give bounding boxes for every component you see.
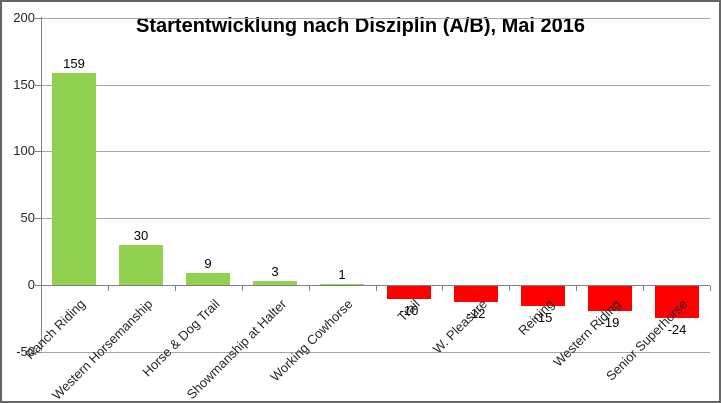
x-axis-tick — [108, 286, 109, 291]
category-label-western-riding: Western Riding — [550, 296, 624, 370]
y-axis-tick — [35, 151, 41, 152]
bar-showmanship-at-halter — [253, 281, 297, 285]
bar-western-horsemanship — [119, 245, 163, 285]
bar-ranch-riding — [52, 73, 96, 285]
bar-reining — [521, 286, 565, 306]
x-axis-tick — [376, 286, 377, 291]
x-axis-tick — [643, 286, 644, 291]
y-axis-tick — [35, 18, 41, 19]
bar-horse-dog-trail — [186, 273, 230, 285]
y-tick-label: 200 — [13, 10, 35, 25]
bar-value-label: -24 — [667, 322, 687, 337]
x-axis-tick — [242, 286, 243, 291]
y-axis-line — [41, 17, 42, 351]
y-tick-label: 100 — [13, 143, 35, 158]
chart-title: Startentwicklung nach Disziplin (A/B), M… — [136, 15, 585, 37]
gridline — [41, 151, 710, 152]
x-axis-tick — [576, 286, 577, 291]
bar-trail — [387, 286, 431, 299]
gridline — [41, 352, 710, 353]
y-tick-label: -50 — [16, 344, 35, 359]
y-axis-tick — [35, 352, 41, 353]
category-label-trail: Trail — [394, 296, 423, 325]
x-axis-line — [41, 285, 710, 286]
bar-working-cowhorse — [320, 284, 364, 285]
bar-value-label: 3 — [271, 264, 279, 279]
bar-value-label: -15 — [533, 310, 553, 325]
y-tick-label: 50 — [20, 210, 35, 225]
gridline — [41, 18, 710, 19]
bar-value-label: 30 — [133, 228, 149, 243]
x-axis-tick — [41, 286, 42, 291]
x-axis-tick — [509, 286, 510, 291]
x-axis-tick — [175, 286, 176, 291]
y-tick-label: 150 — [13, 77, 35, 92]
bar-senior-superhorse — [655, 286, 699, 318]
y-axis-tick — [35, 285, 41, 286]
y-axis-tick — [35, 218, 41, 219]
gridline — [41, 218, 710, 219]
category-label-w-pleasure: W. Pleasure — [429, 296, 490, 357]
bar-western-riding — [588, 286, 632, 311]
x-axis-tick — [442, 286, 443, 291]
bar-w-pleasure — [454, 286, 498, 302]
gridline — [41, 85, 710, 86]
y-axis-tick — [35, 85, 41, 86]
bar-value-label: 1 — [338, 267, 346, 282]
x-axis-tick — [710, 286, 711, 291]
bar-value-label: -12 — [466, 306, 486, 321]
x-axis-tick — [309, 286, 310, 291]
bar-value-label: -19 — [600, 315, 620, 330]
bar-value-label: 9 — [204, 256, 212, 271]
bar-value-label: -10 — [399, 303, 419, 318]
bar-value-label: 159 — [63, 56, 85, 71]
y-tick-label: 0 — [27, 277, 35, 292]
